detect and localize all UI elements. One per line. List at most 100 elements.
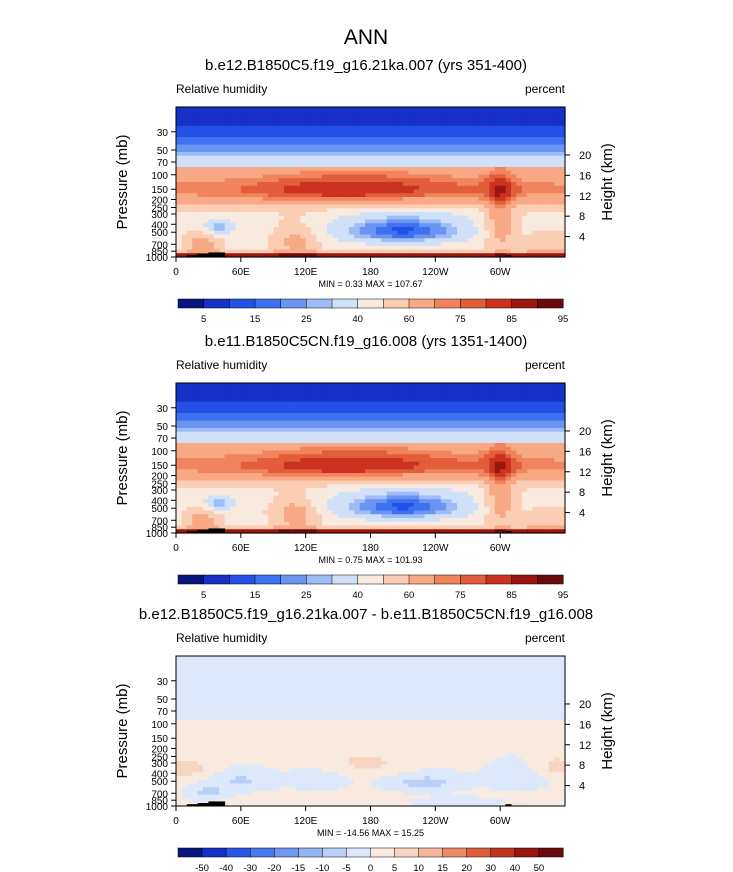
- contour-cell: [516, 107, 523, 112]
- contour-cell: [251, 443, 258, 448]
- contour-cell: [478, 383, 485, 388]
- contour-cell: [208, 401, 215, 407]
- contour-cell: [494, 230, 501, 236]
- contour-cell: [521, 107, 528, 112]
- contour-cell: [483, 465, 490, 470]
- contour-cell: [424, 458, 431, 463]
- contour-cell: [219, 473, 226, 478]
- contour-cell: [397, 107, 404, 112]
- contour-cell: [348, 461, 355, 467]
- contour-cell: [235, 230, 242, 236]
- contour-cell: [478, 386, 485, 392]
- contour-cell: [478, 159, 485, 164]
- contour-cell: [554, 114, 561, 119]
- contour-cell: [359, 133, 366, 138]
- contour-cell: [208, 148, 215, 153]
- contour-cell: [521, 125, 528, 131]
- contour-cell: [473, 144, 480, 149]
- contour-cell: [186, 193, 193, 198]
- contour-cell: [186, 200, 193, 206]
- contour-cell: [284, 227, 291, 232]
- contour-cell: [267, 197, 274, 202]
- contour-cell: [186, 125, 193, 131]
- contour-cell: [424, 170, 431, 176]
- contour-cell: [521, 170, 528, 176]
- contour-cell: [478, 431, 485, 437]
- contour-cell: [278, 152, 285, 157]
- contour-cell: [327, 170, 334, 176]
- contour-cell: [224, 465, 231, 470]
- contour-cell: [197, 144, 204, 149]
- contour-cell: [478, 219, 485, 224]
- contour-cell: [219, 159, 226, 164]
- contour-cell: [429, 450, 436, 455]
- contour-cell: [240, 383, 247, 388]
- contour-cell: [467, 110, 474, 116]
- contour-cell: [510, 476, 517, 482]
- contour-cell: [435, 125, 442, 131]
- contour-cell: [365, 398, 372, 403]
- contour-cell: [354, 212, 361, 217]
- contour-cell: [197, 413, 204, 418]
- contour-cell: [235, 200, 242, 206]
- contour-cell: [332, 227, 339, 232]
- contour-cell: [321, 189, 328, 194]
- contour-cell: [473, 386, 480, 392]
- contour-cell: [192, 152, 199, 157]
- contour-cell: [230, 401, 237, 407]
- contour-cell: [456, 137, 463, 142]
- contour-cell: [257, 480, 264, 485]
- contour-cell: [251, 114, 258, 119]
- contour-cell: [208, 107, 215, 112]
- contour-cell: [240, 405, 247, 410]
- contour-cell: [494, 253, 501, 258]
- contour-cell: [176, 439, 182, 444]
- contour-cell: [462, 140, 469, 146]
- contour-cell: [424, 461, 431, 467]
- contour-cell: [316, 114, 323, 119]
- contour-cell: [316, 122, 323, 127]
- contour-cell: [413, 137, 420, 142]
- contour-cell: [521, 223, 528, 228]
- contour-cell: [413, 118, 420, 123]
- contour-cell: [462, 182, 469, 187]
- contour-cell: [489, 182, 496, 187]
- contour-cell: [559, 219, 566, 224]
- contour-cell: [532, 110, 539, 116]
- contour-cell: [413, 167, 420, 172]
- contour-cell: [343, 215, 350, 221]
- contour-cell: [343, 133, 350, 138]
- contour-cell: [489, 200, 496, 206]
- contour-cell: [230, 204, 237, 209]
- contour-cell: [348, 122, 355, 127]
- contour-cell: [267, 416, 274, 422]
- contour-cell: [321, 137, 328, 142]
- contour-cell: [343, 458, 350, 463]
- contour-cell: [338, 193, 345, 198]
- contour-cell: [365, 473, 372, 478]
- contour-cell: [467, 234, 474, 239]
- contour-cell: [440, 140, 447, 146]
- contour-cell: [305, 178, 312, 183]
- contour-cell: [176, 148, 182, 153]
- contour-cell: [224, 435, 231, 440]
- contour-cell: [435, 148, 442, 153]
- contour-cell: [338, 140, 345, 146]
- contour-cell: [478, 473, 485, 478]
- contour-cell: [473, 193, 480, 198]
- contour-cell: [375, 386, 382, 392]
- contour-cell: [332, 182, 339, 187]
- contour-cell: [537, 118, 544, 123]
- contour-cell: [240, 167, 247, 172]
- variable-label: Relative humidity: [176, 358, 267, 372]
- contour-cell: [230, 122, 237, 127]
- contour-cell: [176, 242, 182, 247]
- contour-cell: [456, 140, 463, 146]
- contour-cell: [500, 167, 507, 172]
- contour-cell: [473, 401, 480, 407]
- contour-cell: [548, 110, 555, 116]
- x-tick-label: 60W: [490, 267, 511, 278]
- contour-cell: [478, 197, 485, 202]
- contour-cell: [338, 458, 345, 463]
- contour-cell: [251, 110, 258, 116]
